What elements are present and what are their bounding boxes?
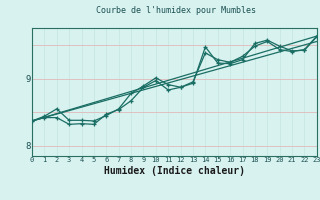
- X-axis label: Humidex (Indice chaleur): Humidex (Indice chaleur): [104, 166, 245, 176]
- Text: Courbe de l'humidex pour Mumbles: Courbe de l'humidex pour Mumbles: [96, 6, 256, 15]
